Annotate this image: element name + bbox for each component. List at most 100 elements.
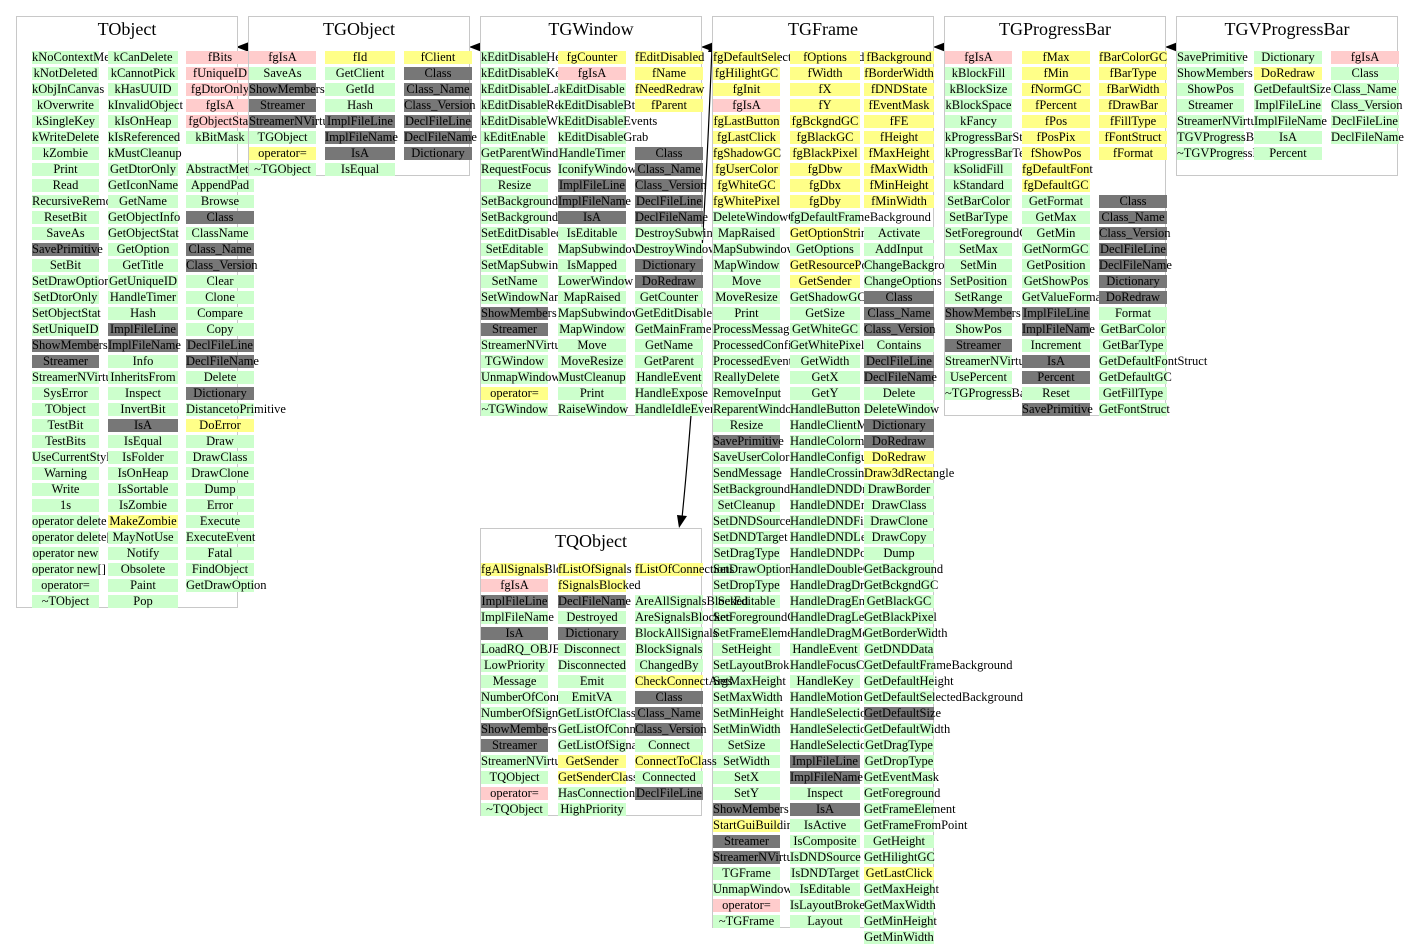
- member-cell: SetEditDisabled: [481, 227, 562, 240]
- member-cell: HandleCrossing: [790, 467, 871, 480]
- class-box-tgvprogressbar: TGVProgressBar SavePrimitive ShowMembers Sh…: [1176, 16, 1404, 176]
- member-name: Format: [1114, 306, 1152, 320]
- member-name: DeclFileLine: [636, 194, 702, 208]
- member-cell: HandleSelectionClear: [790, 723, 900, 736]
- member-name: kSingleKey: [35, 114, 96, 128]
- member-name: SetDragType: [713, 546, 780, 560]
- member-name: fgIsA: [577, 66, 607, 80]
- member-cell: StreamerNVirtual: [713, 851, 802, 864]
- member-name: DeclFileName: [1331, 130, 1404, 144]
- member-cell: DeclFileName: [186, 355, 259, 368]
- member-cell: GetHeight: [864, 835, 934, 848]
- member-cell: Dump: [186, 483, 254, 496]
- member-name: GetCounter: [639, 290, 699, 304]
- member-cell: HandleDragMotion: [790, 627, 888, 640]
- member-cell: fgIsA: [186, 99, 254, 112]
- member-cell: HandleSelectionRequest: [790, 739, 913, 752]
- member-cell: fId: [325, 51, 395, 64]
- member-name: Notify: [126, 546, 160, 560]
- member-cell: DestroyWindow: [635, 243, 717, 256]
- member-cell: GetFormat: [1022, 195, 1090, 208]
- member-name: Class_Name: [637, 162, 701, 176]
- member-cell: IsDNDSource: [790, 851, 861, 864]
- member-cell: operator delete[]: [32, 531, 115, 544]
- member-cell: ShowMembers: [945, 307, 1021, 320]
- member-cell: kCanDelete: [108, 51, 178, 64]
- member-cell: MapRaised: [713, 227, 780, 240]
- member-name: SavePrimitive: [1022, 402, 1093, 416]
- member-name: BlockSignals: [635, 642, 703, 656]
- member-cell: kObjInCanvas: [32, 83, 104, 96]
- member-cell: Streamer: [249, 99, 316, 112]
- member-cell: Print: [32, 163, 99, 176]
- member-cell: Emit: [558, 675, 626, 688]
- member-cell: GetDefaultSelectedBackground: [864, 691, 1023, 704]
- member-cell: fgIsA: [945, 51, 1012, 64]
- member-name: Streamer: [491, 322, 538, 336]
- member-cell: HandleIdleEvent: [635, 403, 720, 416]
- member-cell: HandleDragDrop: [790, 579, 877, 592]
- member-cell: kIsReferenced: [108, 131, 180, 144]
- member-cell: fBarColorGC: [1099, 51, 1167, 64]
- member-name: fgIsA: [732, 98, 761, 112]
- member-cell: SetMin: [945, 259, 1012, 272]
- member-cell: SetBarType: [945, 211, 1012, 224]
- member-cell: SetWidth: [713, 755, 780, 768]
- member-name: Print: [53, 162, 78, 176]
- member-cell: fMaxWidth: [864, 163, 934, 176]
- member-name: Dictionary: [193, 386, 247, 400]
- member-cell: Dump: [864, 547, 934, 560]
- member-cell: GetOptions: [790, 243, 860, 256]
- member-cell: GetDefaultWidth: [864, 723, 950, 736]
- member-name: ~TGVProgressBar: [1177, 146, 1271, 160]
- member-name: Hash: [347, 98, 373, 112]
- member-cell: HandleClientMessage: [790, 419, 900, 432]
- member-cell: fgDefaultSelectedBackground: [713, 51, 864, 64]
- member-cell: DeleteWindow: [864, 403, 939, 416]
- member-cell: InheritsFrom: [108, 371, 178, 384]
- member-cell: GetBlackGC: [864, 595, 934, 608]
- member-cell: Fatal: [186, 547, 254, 560]
- member-name: LowerWindow: [558, 274, 634, 288]
- member-name: DestroyWindow: [635, 242, 718, 256]
- member-cell: ConnectToClass: [635, 755, 717, 768]
- member-name: SetMinWidth: [713, 722, 781, 736]
- member-name: fBorderWidth: [864, 66, 934, 80]
- member-cell: GetDNDData: [864, 643, 934, 656]
- member-name: fDNDState: [870, 82, 928, 96]
- member-name: kOverwrite: [37, 98, 94, 112]
- member-cell: Streamer: [713, 835, 780, 848]
- member-cell: GetObjectInfo: [108, 211, 180, 224]
- member-name: ImplFileName: [1022, 322, 1095, 336]
- member-name: fBarWidth: [1106, 82, 1160, 96]
- member-cell: LowPriority: [481, 659, 548, 672]
- member-cell: MustCleanup: [558, 371, 626, 384]
- member-name: HandleKey: [796, 674, 854, 688]
- member-cell: SetPosition: [945, 275, 1012, 288]
- class-title: TGVProgressBar: [1224, 19, 1350, 39]
- member-name: MoveResize: [560, 354, 624, 368]
- member-name: DrawCopy: [871, 530, 927, 544]
- member-cell: ShowMembers: [713, 803, 789, 816]
- member-name: ShowMembers: [32, 338, 108, 352]
- member-cell: kHasUUID: [108, 83, 178, 96]
- member-name: GetFrameElement: [864, 802, 956, 816]
- member-cell: kInvalidObject: [108, 99, 183, 112]
- member-cell: GetMinWidth: [864, 931, 934, 944]
- member-cell: fFillType: [1099, 115, 1167, 128]
- member-cell: GetSender: [558, 755, 626, 768]
- member-cell: TGVProgressBar: [1177, 131, 1264, 144]
- member-cell: GetResourcePool: [790, 259, 877, 272]
- member-cell: AreAllSignalsBlocked: [635, 595, 748, 608]
- member-name: fY: [818, 98, 832, 112]
- member-cell: Contains: [864, 339, 934, 352]
- member-name: GetX: [811, 370, 839, 384]
- member-cell: SetEditable: [713, 595, 780, 608]
- member-cell: HandleDragEnter: [790, 595, 878, 608]
- member-cell: StreamerNVirtual: [945, 355, 1034, 368]
- member-cell: SavePrimitive: [1177, 51, 1248, 64]
- member-name: operator=: [722, 898, 771, 912]
- member-name: SaveAs: [263, 66, 302, 80]
- member-name: SetDNDTarget: [713, 530, 788, 544]
- member-name: SetX: [734, 770, 759, 784]
